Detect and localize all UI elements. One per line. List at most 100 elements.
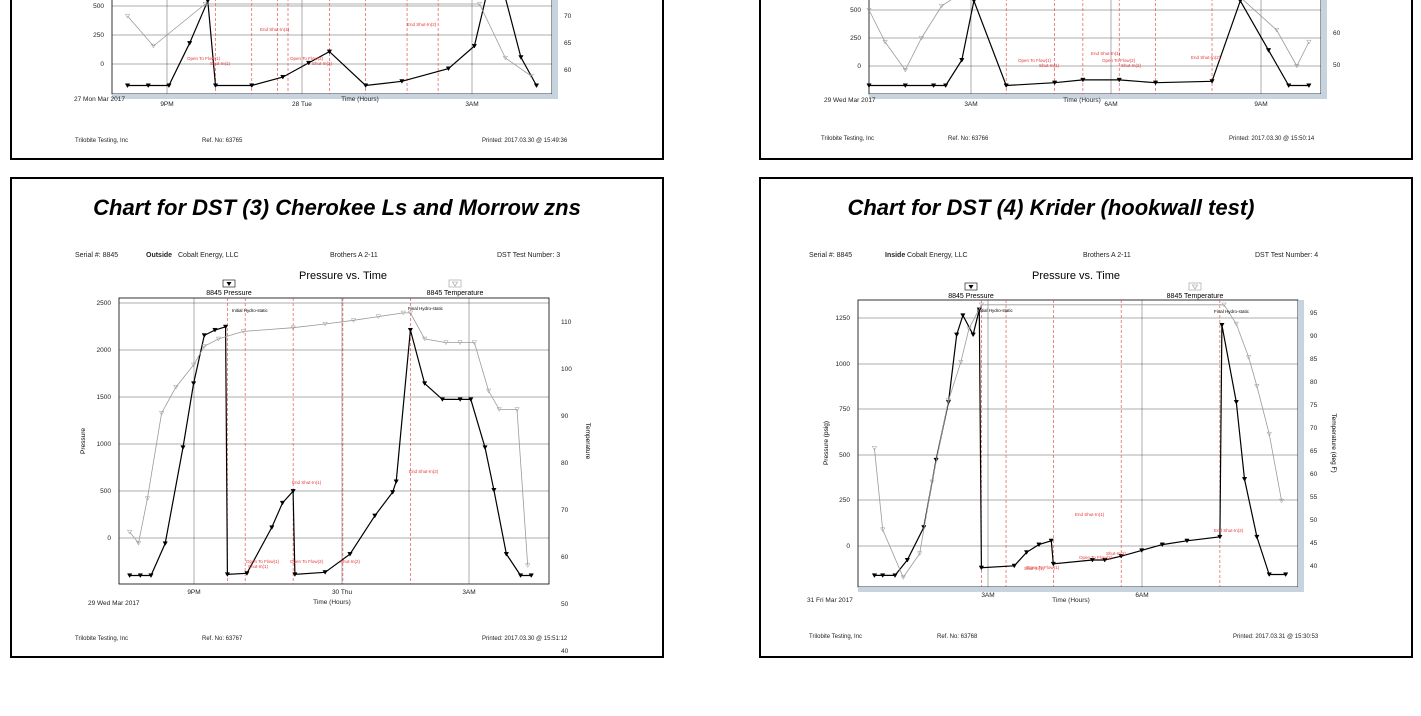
- chart-1-pressure-point: [399, 79, 405, 84]
- chart-3-temperature-point: [144, 496, 151, 502]
- chart-3-title: Chart for DST (3) Cherokee Ls and Morrow…: [93, 195, 581, 220]
- chart-3-temperature-point: [443, 340, 449, 346]
- chart-2-plot-frame: [868, 0, 1327, 99]
- chart-4-temperature-point: [929, 479, 935, 485]
- chart-3-temperature-point: [322, 321, 328, 327]
- chart-4-well: Brothers A 2-11: [1083, 252, 1131, 259]
- chart-3-test-number: DST Test Number: 3: [497, 252, 561, 259]
- chart-1-pressure-point: [306, 60, 312, 66]
- chart-2-pressure-point: [943, 83, 949, 89]
- chart-1-footer-ref: Ref. No: 63765: [202, 138, 243, 144]
- chart-4-y-tick: 500: [839, 452, 850, 459]
- chart-2-y-tick: 250: [850, 35, 861, 42]
- chart-4-y2-tick: 50: [1310, 517, 1318, 524]
- chart-4-pressure-point: [904, 557, 910, 563]
- chart-4-y2-tick: 65: [1310, 448, 1318, 455]
- chart-1-annotation: Shut-In(2): [312, 61, 333, 66]
- chart-4-location: Inside: [885, 252, 906, 259]
- chart-2-y-tick: 0: [857, 63, 861, 70]
- chart-3-pressure-point: [190, 381, 197, 386]
- chart-3-pressure-point: [222, 324, 229, 330]
- chart-4-pressure-point: [1036, 542, 1042, 548]
- chart-4-y-tick: 1250: [836, 315, 851, 322]
- chart-1-pressure-point: [212, 83, 219, 89]
- chart-panel-1: Open To Flow(1) Shut-In(1) End Shut-In(1) O…: [10, 0, 664, 160]
- chart-4-pressure-point: [1023, 550, 1030, 555]
- chart-1-pressure-point: [363, 83, 369, 89]
- chart-4-pressure-point: [970, 332, 976, 338]
- chart-3-legend-temperature-symbol: [451, 281, 459, 287]
- chart-4-y-axis-label: Pressure (psig): [823, 421, 830, 465]
- chart-2-temperature-point: [1294, 63, 1300, 69]
- chart-3-pressure-point: [517, 573, 524, 578]
- chart-2-y2-tick: 60: [1333, 30, 1341, 37]
- chart-3-pressure-point: [407, 327, 414, 333]
- chart-1-pressure-point: [471, 43, 477, 49]
- chart-3-temperature-point: [240, 329, 247, 334]
- chart-4-annotation: Final Hydro-static: [1214, 309, 1250, 314]
- chart-2-footer-company: Trilobite Testing, Inc: [821, 136, 874, 142]
- chart-4-legend-temperature-symbol: [1191, 284, 1199, 290]
- chart-3-temperature-point: [215, 336, 222, 342]
- chart-2-temperature-point: [902, 67, 908, 73]
- chart-3-pressure-point: [279, 500, 286, 506]
- chart-4-pressure-point: [954, 332, 960, 338]
- chart-3-pressure-point: [292, 572, 298, 577]
- chart-4-date-label: 31 Fri Mar 2017: [807, 597, 853, 604]
- chart-1-pressure-point: [533, 83, 540, 89]
- chart-4-company: Cobalt Energy, LLC: [907, 252, 968, 259]
- chart-4-test-number: DST Test Number: 4: [1255, 252, 1319, 259]
- chart-3-temperature-point: [350, 318, 357, 323]
- chart-4-legend: 8845 Pressure 8845 Temperature: [948, 282, 1223, 300]
- chart-3-temperature-point: [127, 529, 133, 535]
- chart-4-pressure-point: [1217, 534, 1223, 540]
- chart-3-legend-pressure: 8845 Pressure: [206, 290, 252, 297]
- chart-3-pressure-point: [148, 573, 154, 578]
- chart-4-x-axis-label: Time (Hours): [1052, 597, 1090, 604]
- chart-4-pressure-point: [1011, 563, 1017, 569]
- chart-4-pressure-point: [1118, 554, 1124, 559]
- chart-3-pressure-point: [372, 513, 378, 519]
- chart-3-pressure-point: [457, 397, 463, 402]
- chart-4-temperature-point: [1266, 431, 1272, 437]
- chart-2-annotation: Shut-In(1): [1039, 63, 1060, 68]
- chart-3-y2-axis-label: Temperature: [584, 423, 591, 460]
- chart-2-pressure-point: [1265, 48, 1272, 53]
- chart-2-pressure-point: [1209, 79, 1215, 84]
- chart-2-temperature-point: [866, 7, 872, 13]
- chart-3-y-tick: 2500: [97, 300, 112, 307]
- chart-4-y2-tick: 80: [1310, 379, 1318, 386]
- chart-3-y-tick: 1000: [97, 441, 112, 448]
- chart-2-pressure-point: [1116, 77, 1122, 83]
- chart-3-temperature-point: [496, 407, 502, 412]
- chart-4-pressure-point: [1266, 572, 1272, 577]
- chart-2-pressure-point: [1003, 83, 1009, 89]
- chart-4-annotation: Open To Flow(2): [1079, 555, 1113, 560]
- chart-3-temperature-point: [471, 340, 478, 346]
- chart-4-x-tick: 6AM: [1135, 592, 1148, 599]
- chart-3-temperature-point: [457, 340, 463, 346]
- chart-2-annotation: End Shut-In(2): [1191, 55, 1221, 60]
- chart-1-pressure-point: [205, 0, 210, 4]
- chart-4-pressure-point: [1159, 542, 1165, 548]
- chart-1-annotation: End Shut-In(2): [407, 22, 437, 27]
- chart-3-pressure-point: [421, 381, 428, 386]
- chart-3-y-tick: 2000: [97, 347, 112, 354]
- chart-3-legend-temperature: 8845 Temperature: [427, 290, 484, 297]
- chart-panel-2: Open To Flow(1) Shut-In(1) End Shut-In(1) O…: [759, 0, 1413, 160]
- chart-2-pressure-line: [869, 0, 1309, 87]
- chart-3-y2-tick: 70: [561, 507, 569, 514]
- chart-1-y2-tick: 65: [564, 40, 572, 47]
- chart-1-y-tick: 250: [93, 32, 104, 39]
- chart-4-x-tick: 3AM: [981, 592, 994, 599]
- chart-1-plot-frame: [111, 0, 558, 99]
- chart-3-y2-tick: 80: [561, 460, 569, 467]
- chart-3-plot-title: Pressure vs. Time: [299, 270, 387, 282]
- chart-4-temperature-line: [874, 304, 1282, 579]
- chart-2-footer-printed: Printed: 2017.03.30 @ 15:50:14: [1229, 136, 1315, 142]
- chart-4-temperature-point: [880, 527, 886, 533]
- chart-3-annotation: Final Hydro-static: [408, 306, 444, 311]
- chart-3-well: Brothers A 2-11: [330, 252, 378, 259]
- chart-3-temperature-line: [129, 312, 529, 566]
- chart-3-temperature-point: [201, 344, 207, 349]
